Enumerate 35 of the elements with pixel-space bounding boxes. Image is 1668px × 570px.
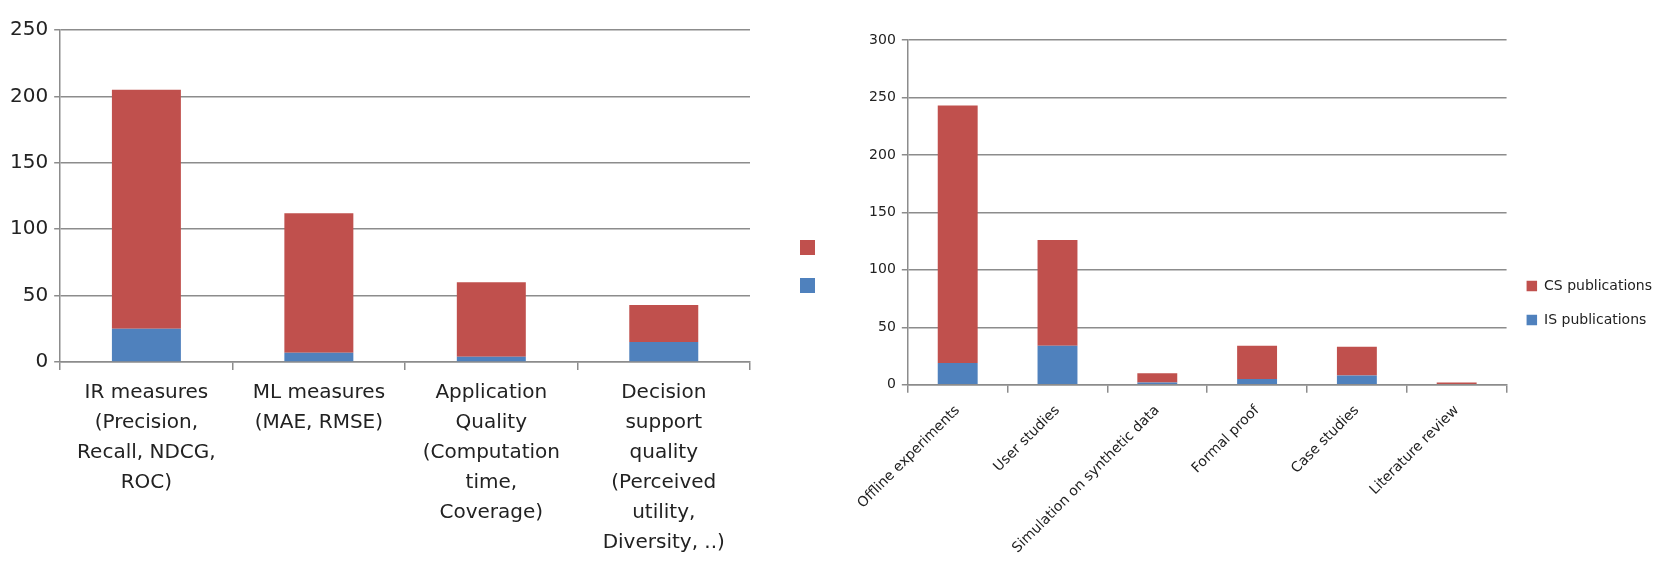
bar (1336, 375, 1377, 384)
bar (629, 342, 699, 362)
bar (629, 304, 699, 343)
legend-label: IS publications (1544, 310, 1647, 327)
y-tick-label: 300 (869, 30, 896, 47)
y-tick-label: 50 (877, 317, 896, 334)
bar (1137, 373, 1178, 383)
y-tick-label: 50 (22, 281, 49, 306)
bar (1336, 346, 1377, 376)
y-tick-label: 100 (869, 260, 896, 277)
y-tick-label: 250 (869, 88, 896, 105)
bar (284, 352, 354, 362)
bar (456, 282, 526, 357)
x-tick-label: IR measures (Precision, Recall, NDCG, ROC) (77, 379, 216, 494)
bar (1037, 345, 1078, 384)
bar (1237, 345, 1278, 379)
y-tick-label: 200 (9, 82, 49, 107)
x-tick-label: Decision support quality (Perceived utility, Diversity, ..) (602, 379, 725, 554)
y-tick-label: 100 (9, 215, 49, 240)
y-tick-label: 150 (9, 149, 49, 173)
y-tick-label: 200 (869, 145, 896, 162)
x-tick-label: Application Quality (Computation time, Coverage) (422, 379, 560, 524)
bar (937, 105, 978, 363)
y-tick-label: 0 (886, 375, 896, 392)
bar (1237, 378, 1278, 384)
y-tick-label: 150 (869, 203, 896, 220)
x-tick-label: ML measures (MAE, RMSE) (252, 379, 386, 434)
bar (111, 328, 181, 362)
y-tick-label: 250 (9, 16, 49, 41)
legend-label: CS publications (1544, 276, 1653, 293)
bar (111, 89, 181, 329)
bar (284, 213, 354, 353)
bar (937, 362, 978, 384)
y-tick-label: 0 (35, 348, 49, 373)
bar (1037, 239, 1078, 346)
